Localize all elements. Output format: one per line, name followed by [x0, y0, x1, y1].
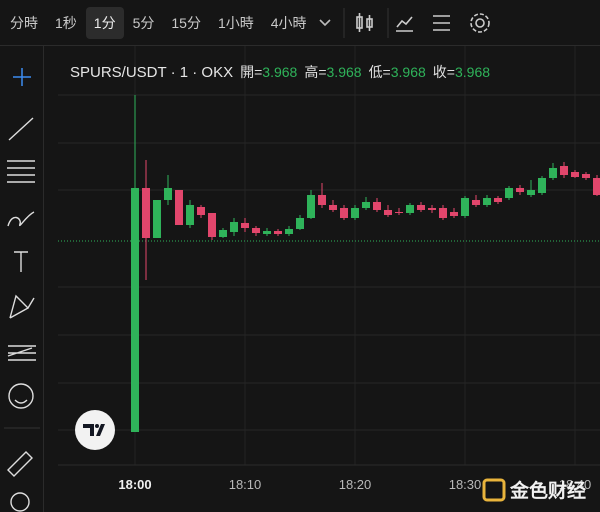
candle-body [318, 195, 326, 205]
candle-body [406, 205, 414, 213]
legend-value: 3.968 [262, 64, 298, 80]
interval-button[interactable]: 4小時 [270, 14, 307, 31]
x-tick-label: 18:30 [449, 477, 482, 492]
watermark-logo [482, 478, 506, 502]
candle-body [439, 208, 447, 218]
candle-body [560, 166, 568, 175]
pattern-tool[interactable] [9, 294, 35, 319]
interval-button[interactable]: 分時 [10, 14, 38, 31]
candle-body [285, 229, 293, 234]
candle-body [505, 188, 513, 198]
toolbar: 分時 1秒 1分 5分 15分 1小時 4小時 [0, 0, 600, 46]
candle-body [263, 231, 271, 234]
legend-value: 3.968 [390, 64, 426, 80]
candle-body [175, 190, 183, 225]
crosshair-tool[interactable] [13, 68, 31, 86]
candle-body [197, 207, 205, 215]
candle-body [582, 174, 590, 178]
candle-body [252, 228, 260, 233]
candle-type-icon[interactable] [355, 12, 373, 32]
emoji-smile [14, 399, 28, 404]
candle-body [351, 208, 359, 218]
interval-button[interactable]: 1分 [85, 6, 124, 39]
legend-value: 3.968 [454, 64, 491, 80]
interval-button[interactable]: 5分 [132, 14, 155, 31]
candle-body [373, 202, 381, 210]
candle-body [527, 190, 535, 195]
ruler-tool[interactable] [7, 451, 33, 477]
candle-body [593, 178, 600, 195]
legend-label: 低= [368, 64, 391, 80]
brush-tool[interactable] [7, 211, 35, 227]
candle-body [461, 198, 469, 216]
drawing-icons [4, 68, 57, 512]
candle-body [571, 172, 579, 177]
interval-button[interactable]: 1小時 [217, 14, 254, 31]
candle-body [186, 205, 194, 225]
watermark: 金色财经 [482, 478, 586, 502]
grid [58, 94, 600, 431]
legend-label: 高= [304, 64, 327, 80]
legend-label: 開= [240, 64, 263, 80]
zoom-tool[interactable] [10, 492, 30, 512]
candle-body [131, 188, 139, 432]
x-tick-label: 18:20 [339, 477, 372, 492]
candle-body [340, 208, 348, 218]
drawing-toolbar [0, 46, 57, 512]
toolbar-icons [318, 7, 490, 38]
candle-body [472, 200, 480, 205]
candle-body [153, 200, 161, 238]
interval-list: 分時 1秒 1分 5分 15分 1小時 4小時 [0, 6, 316, 39]
candle-body [142, 188, 150, 238]
candle-body [208, 213, 216, 237]
candle-body [230, 222, 238, 232]
fib-tool[interactable] [7, 160, 35, 183]
candles [131, 95, 600, 432]
symbol-title: SPURS/USDT · 1 · OKX [70, 64, 234, 81]
layout-icon[interactable] [432, 14, 450, 31]
candle-body [483, 198, 491, 205]
logo-mark [83, 424, 105, 436]
trendline-tool[interactable] [8, 117, 34, 141]
candle-body [219, 230, 227, 237]
candle-body [362, 202, 370, 208]
dropdown-icon[interactable] [318, 18, 331, 26]
legend-value: 3.968 [326, 64, 362, 80]
tv-logo [75, 410, 115, 450]
logo-circle [75, 410, 115, 450]
candle-body [164, 188, 172, 200]
settings-icon[interactable] [469, 12, 490, 33]
candle-body [241, 223, 249, 228]
candle-body [307, 195, 315, 218]
candle-body [395, 212, 403, 213]
emoji-tool[interactable] [8, 383, 34, 409]
text-tool[interactable] [14, 251, 28, 272]
interval-button[interactable]: 15分 [171, 14, 201, 31]
candle-body [538, 178, 546, 193]
candle-body [417, 205, 425, 210]
candle-body [296, 218, 304, 229]
candle-body [494, 198, 502, 202]
indicator-icon[interactable] [395, 15, 413, 32]
x-tick-label: 18:10 [229, 477, 262, 492]
prediction-tool[interactable] [7, 345, 36, 361]
interval-button[interactable]: 1秒 [55, 14, 77, 31]
logo-dot [95, 424, 99, 428]
candle-body [329, 205, 337, 210]
candle-body [450, 212, 458, 216]
candle-body [516, 188, 524, 192]
legend-label: 收= [432, 64, 455, 80]
candle-body [274, 231, 282, 234]
x-tick-label: 18:00 [118, 477, 151, 492]
chart-legend: SPURS/USDT · 1 · OKX 開= 3.968 高= 3.968 低= 3.9… [70, 62, 490, 82]
candle-body [428, 208, 436, 210]
candle-body [549, 168, 557, 178]
candle-body [384, 210, 392, 215]
x-tick-label: 18:40 [559, 477, 592, 492]
watermark-text: 金色财经 [509, 479, 586, 502]
